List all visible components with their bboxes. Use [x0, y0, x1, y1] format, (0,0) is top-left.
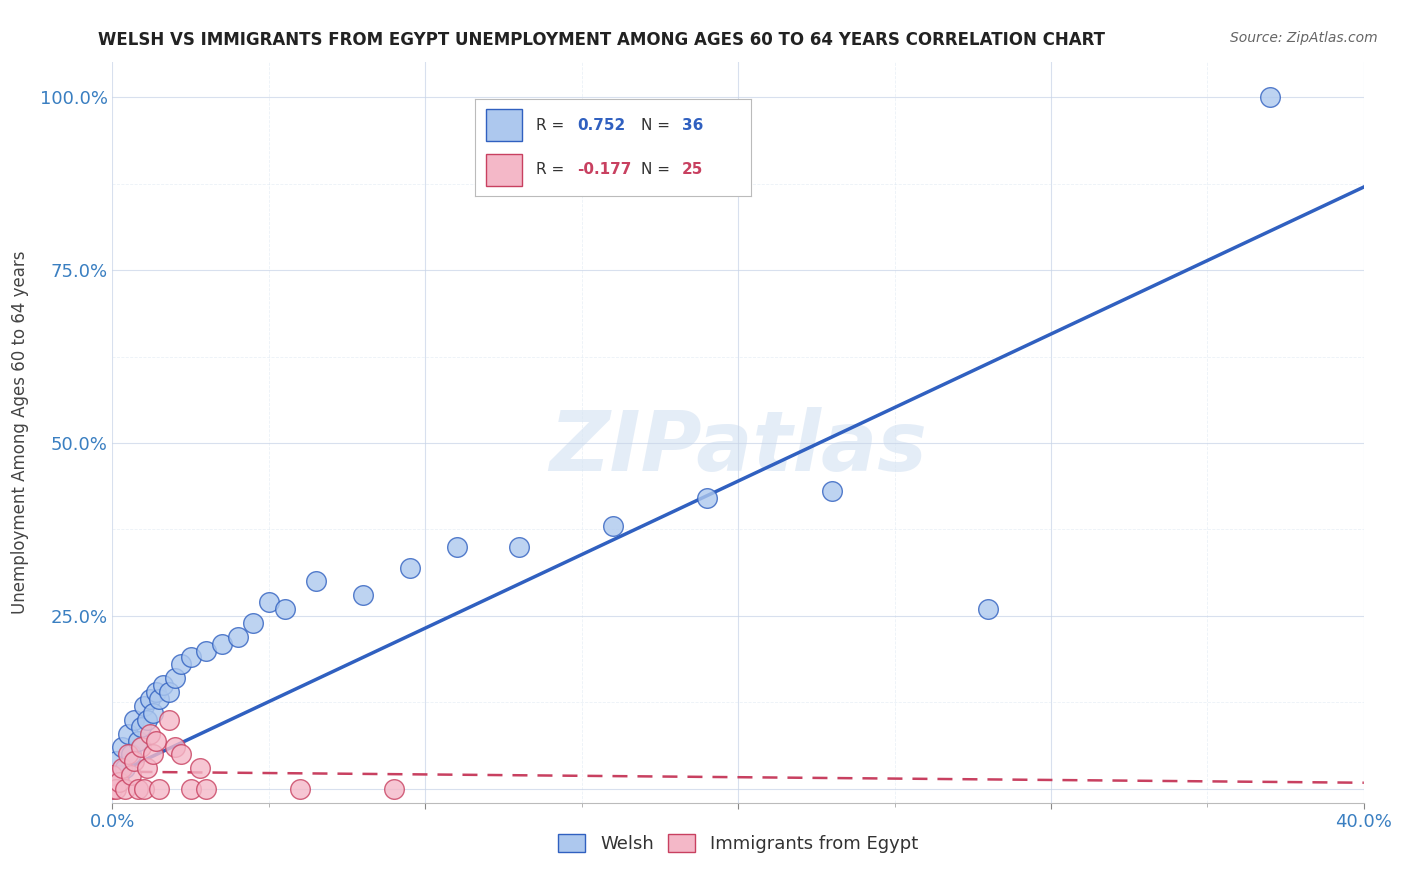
Point [446, 540, 468, 554]
Point [145, 733, 167, 747]
Point [142, 706, 165, 720]
Point [195, 643, 218, 657]
Point [188, 761, 211, 775]
Point [257, 595, 280, 609]
Point [124, 754, 146, 768]
Point [977, 602, 1000, 616]
Y-axis label: Unemployment Among Ages 60 to 64 years: Unemployment Among Ages 60 to 64 years [10, 251, 28, 615]
Point [111, 740, 134, 755]
Point [1258, 90, 1281, 104]
Point [127, 733, 149, 747]
Point [114, 761, 136, 775]
Point [226, 630, 249, 644]
Point [195, 781, 218, 796]
Point [602, 519, 624, 533]
Point [139, 726, 162, 740]
Point [148, 781, 170, 796]
Point [124, 713, 146, 727]
Text: ZIPatlas: ZIPatlas [550, 407, 927, 488]
Point [101, 768, 124, 782]
Point [139, 692, 162, 706]
Point [132, 698, 155, 713]
Point [352, 588, 374, 602]
Point [242, 615, 264, 630]
Point [157, 685, 180, 699]
Point [821, 484, 844, 499]
Point [135, 761, 157, 775]
Text: Source: ZipAtlas.com: Source: ZipAtlas.com [1230, 31, 1378, 45]
Point [101, 781, 124, 796]
Point [111, 761, 134, 775]
Point [104, 754, 127, 768]
Point [398, 560, 420, 574]
Point [104, 781, 127, 796]
Point [157, 713, 180, 727]
Point [163, 740, 186, 755]
Point [127, 781, 149, 796]
Point [170, 747, 193, 762]
Legend: Welsh, Immigrants from Egypt: Welsh, Immigrants from Egypt [551, 827, 925, 861]
Point [508, 540, 530, 554]
Point [170, 657, 193, 672]
Point [107, 775, 129, 789]
Point [211, 637, 233, 651]
Text: WELSH VS IMMIGRANTS FROM EGYPT UNEMPLOYMENT AMONG AGES 60 TO 64 YEARS CORRELATIO: WELSH VS IMMIGRANTS FROM EGYPT UNEMPLOYM… [98, 31, 1105, 49]
Point [120, 768, 142, 782]
Point [180, 781, 202, 796]
Point [107, 768, 129, 782]
Point [163, 671, 186, 685]
Point [114, 781, 136, 796]
Point [273, 602, 295, 616]
Point [142, 747, 165, 762]
Point [382, 781, 405, 796]
Point [129, 740, 152, 755]
Point [117, 726, 139, 740]
Point [132, 781, 155, 796]
Point [135, 713, 157, 727]
Point [290, 781, 312, 796]
Point [145, 685, 167, 699]
Point [117, 747, 139, 762]
Point [129, 720, 152, 734]
Point [180, 650, 202, 665]
Point [120, 747, 142, 762]
Point [148, 692, 170, 706]
Point [696, 491, 718, 506]
Point [152, 678, 174, 692]
Point [305, 574, 328, 589]
